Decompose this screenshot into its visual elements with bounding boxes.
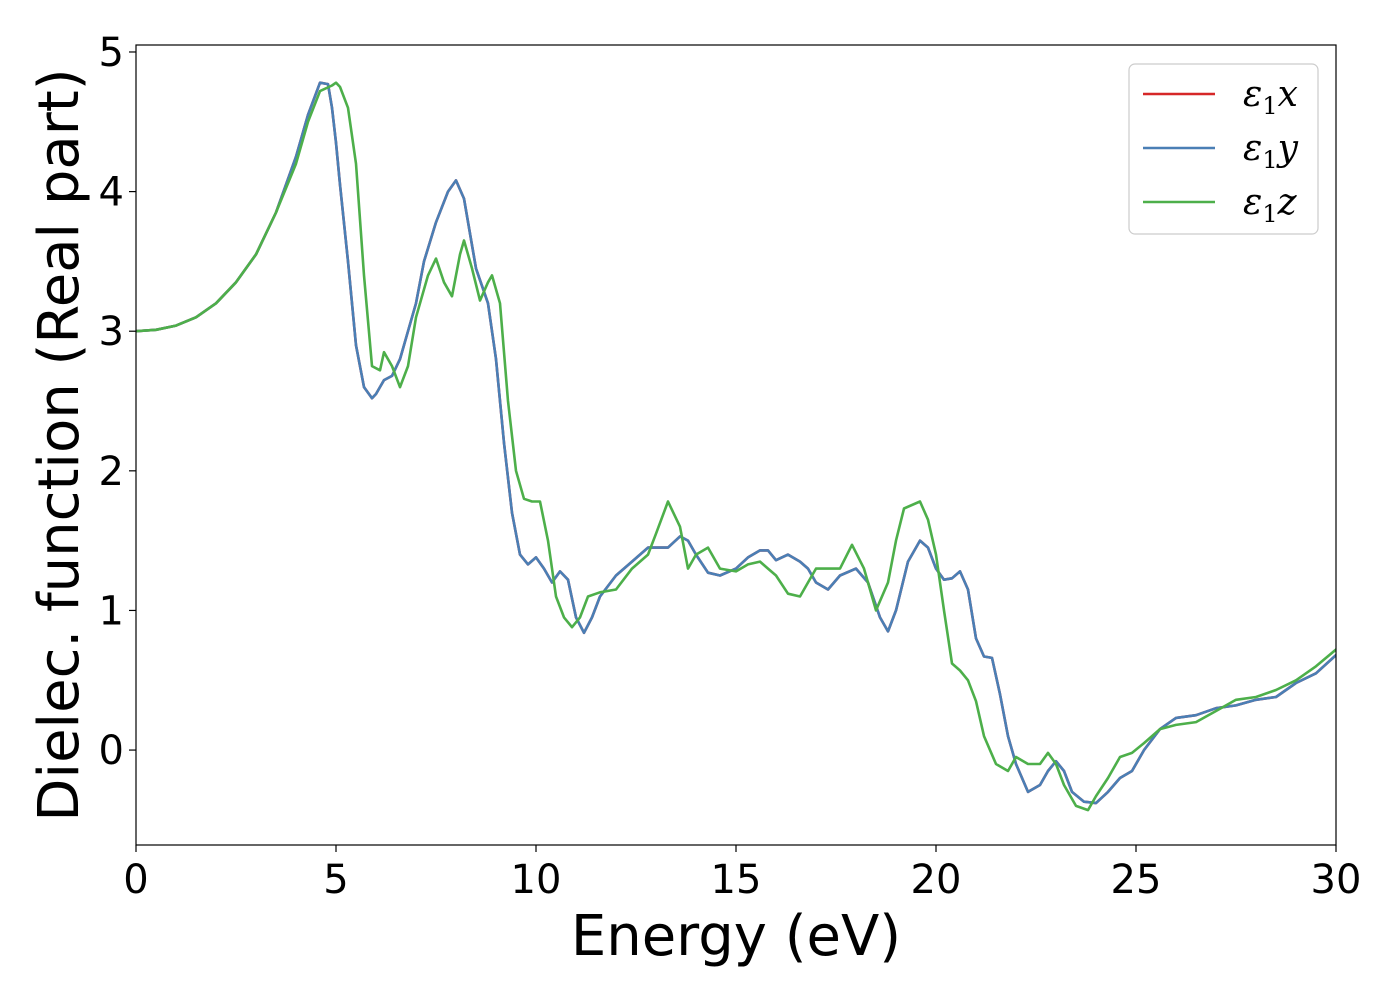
- x-axis-title: Energy (eV): [571, 904, 901, 969]
- y-tick-label: 5: [99, 30, 124, 76]
- legend-variable: z: [1277, 182, 1298, 223]
- legend-entry-x: ε1x: [1243, 74, 1298, 120]
- x-tick-label: 5: [323, 857, 348, 903]
- legend-variable: x: [1278, 74, 1298, 115]
- x-tick-label: 10: [511, 857, 562, 903]
- legend-subscript: 1: [1262, 200, 1277, 228]
- series-line-z: [136, 81, 1336, 812]
- y-axis-ticks: 0 1 2 3 4 5: [99, 30, 136, 774]
- legend-entry-y: ε1y: [1243, 128, 1299, 174]
- legend-subscript: 1: [1262, 92, 1277, 120]
- y-tick-label: 0: [99, 728, 124, 774]
- legend-variable: y: [1276, 128, 1299, 169]
- y-tick-label: 3: [99, 309, 124, 355]
- x-axis-ticks: 0 5 10 15 20 25 30: [123, 845, 1361, 903]
- legend-subscript: 1: [1262, 146, 1277, 174]
- x-tick-label: 25: [1111, 857, 1162, 903]
- y-axis-title: Dielec. function (Real part): [27, 68, 92, 821]
- x-tick-label: 20: [911, 857, 962, 903]
- legend-epsilon: ε: [1243, 128, 1262, 169]
- legend-epsilon: ε: [1243, 182, 1262, 223]
- y-tick-label: 2: [99, 449, 124, 495]
- y-tick-label: 1: [99, 588, 124, 634]
- y-tick-label: 4: [99, 170, 124, 216]
- x-tick-label: 30: [1311, 857, 1362, 903]
- legend-epsilon: ε: [1243, 74, 1262, 115]
- series-line-y: [136, 81, 1336, 805]
- legend-entry-z: ε1z: [1243, 182, 1298, 228]
- legend-box: [1128, 63, 1319, 235]
- x-tick-label: 0: [123, 857, 148, 903]
- x-tick-label: 15: [711, 857, 762, 903]
